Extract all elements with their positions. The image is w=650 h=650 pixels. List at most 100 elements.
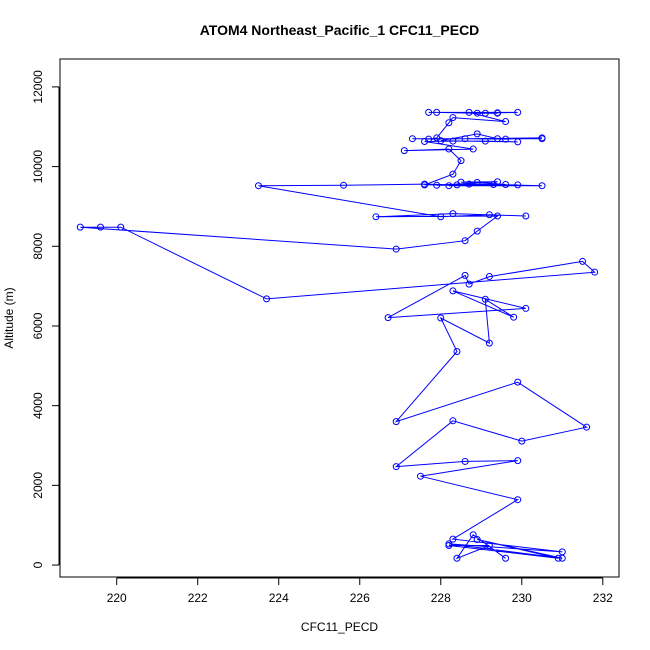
data-point — [481, 137, 489, 145]
data-point — [449, 137, 457, 145]
data-point — [392, 463, 400, 471]
data-point — [461, 457, 469, 465]
data-point — [502, 181, 510, 189]
data-point — [502, 554, 510, 562]
data-point — [340, 181, 348, 189]
data-point — [514, 378, 522, 386]
data-point — [437, 213, 445, 221]
y-tick-label: 8000 — [31, 233, 45, 260]
data-point — [473, 109, 481, 117]
data-point — [97, 223, 105, 231]
data-point — [449, 114, 457, 122]
data-series — [76, 108, 599, 562]
x-axis: 220 222 224 226 228 230 232 — [107, 577, 613, 605]
data-point — [400, 147, 408, 155]
x-tick-label: 226 — [350, 591, 370, 605]
data-point — [485, 542, 493, 550]
data-point — [583, 423, 591, 431]
data-point — [554, 554, 562, 562]
data-point — [392, 245, 400, 253]
data-point — [481, 109, 489, 117]
series-line — [80, 111, 596, 560]
data-point — [473, 179, 481, 187]
data-point — [433, 134, 441, 142]
data-point — [579, 257, 587, 265]
data-point — [538, 182, 546, 190]
data-point — [445, 182, 453, 190]
data-point — [469, 531, 477, 539]
data-point — [514, 496, 522, 504]
data-point — [449, 210, 457, 218]
data-point — [465, 180, 473, 188]
data-point — [445, 540, 453, 548]
y-axis: 0 2000 4000 6000 8000 10000 12000 — [31, 70, 60, 568]
x-tick-label: 222 — [188, 591, 208, 605]
data-point — [485, 211, 493, 219]
data-point — [473, 227, 481, 235]
data-point — [449, 170, 457, 178]
data-point — [408, 135, 416, 143]
data-point — [502, 135, 510, 143]
data-point — [461, 271, 469, 279]
x-tick-label: 230 — [512, 591, 532, 605]
data-point — [522, 212, 530, 220]
data-point — [453, 554, 461, 562]
data-point — [461, 237, 469, 245]
data-point — [384, 314, 392, 322]
data-point — [433, 181, 441, 189]
data-point — [538, 134, 546, 142]
data-point — [392, 418, 400, 426]
data-point — [425, 135, 433, 143]
data-point — [263, 295, 271, 303]
x-tick-label: 224 — [269, 591, 289, 605]
data-point — [493, 178, 501, 186]
data-point — [485, 339, 493, 347]
data-point — [449, 287, 457, 295]
data-point — [465, 280, 473, 288]
data-point — [502, 118, 510, 126]
data-point — [465, 108, 473, 116]
x-tick-label: 220 — [107, 591, 127, 605]
y-tick-label: 12000 — [31, 70, 45, 104]
data-point — [457, 178, 465, 186]
data-point — [445, 145, 453, 153]
data-point — [421, 181, 429, 189]
data-point — [514, 457, 522, 465]
data-point — [445, 119, 453, 127]
data-point — [417, 472, 425, 480]
y-tick-label: 0 — [31, 561, 45, 568]
data-point — [76, 223, 84, 231]
data-point — [518, 437, 526, 445]
data-point — [469, 145, 477, 153]
y-tick-label: 10000 — [31, 150, 45, 184]
data-point — [437, 314, 445, 322]
x-axis-label: CFC11_PECD — [301, 620, 378, 634]
data-point — [514, 138, 522, 146]
data-point — [473, 536, 481, 544]
data-point — [514, 108, 522, 116]
data-point — [433, 108, 441, 116]
data-point — [372, 213, 380, 221]
data-point — [510, 313, 518, 321]
data-point — [558, 548, 566, 556]
x-tick-label: 232 — [593, 591, 613, 605]
data-point — [453, 347, 461, 355]
data-point — [522, 304, 530, 312]
data-point — [514, 181, 522, 189]
data-point — [493, 212, 501, 220]
y-axis-label: Altitude (m) — [2, 287, 16, 348]
data-point — [481, 295, 489, 303]
data-point — [493, 109, 501, 117]
data-point — [485, 273, 493, 281]
chart-title: ATOM4 Northeast_Pacific_1 CFC11_PECD — [200, 22, 480, 38]
y-tick-label: 2000 — [31, 472, 45, 499]
data-point — [457, 157, 465, 165]
data-point — [254, 182, 262, 190]
data-point — [449, 535, 457, 543]
y-tick-label: 6000 — [31, 312, 45, 339]
plot-frame — [59, 58, 620, 578]
data-point — [425, 108, 433, 116]
data-point — [461, 135, 469, 143]
data-point — [117, 223, 125, 231]
